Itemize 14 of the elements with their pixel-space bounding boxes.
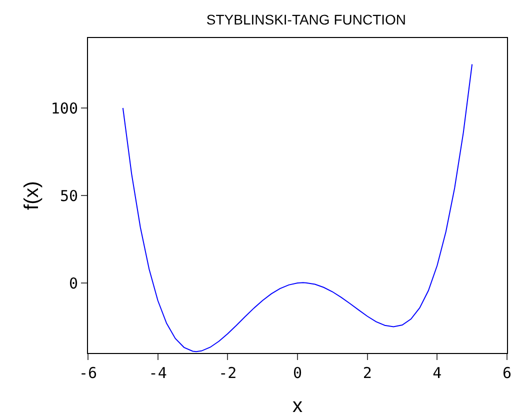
y-axis-title: f(x) bbox=[21, 181, 43, 210]
line-series bbox=[122, 64, 473, 352]
x-axis-title: x bbox=[292, 395, 302, 417]
x-tick-label: -2 bbox=[218, 364, 237, 382]
x-tick-label: -6 bbox=[78, 364, 98, 382]
y-tick-label: 0 bbox=[68, 274, 78, 292]
x-tick-label: -4 bbox=[148, 364, 167, 382]
x-tick-label: 0 bbox=[292, 364, 302, 382]
chart-title: STYBLINSKI-TANG FUNCTION bbox=[206, 11, 406, 28]
y-tick-label: 50 bbox=[60, 186, 78, 205]
y-tick-label: 100 bbox=[50, 99, 78, 118]
x-tick-label: 2 bbox=[362, 364, 372, 382]
x-tick-label: 4 bbox=[432, 364, 442, 382]
x-tick-label: 6 bbox=[502, 364, 512, 382]
